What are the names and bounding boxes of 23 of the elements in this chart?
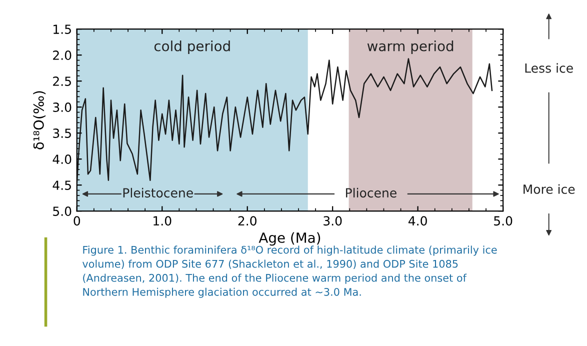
x-tick-label: 4.0 [408, 216, 427, 226]
y-tick-label: 2.5 [53, 76, 71, 86]
band-label: warm period [367, 40, 454, 54]
x-tick-label: 2.0 [238, 216, 256, 226]
y-tick-label: 2.0 [53, 50, 72, 60]
y-tick-label: 3.0 [53, 102, 72, 112]
y-tick-label: 4.0 [52, 154, 72, 164]
x-tick-label: 0 [74, 216, 80, 226]
y-tick-label: 1.5 [54, 24, 71, 34]
x-tick-label: 1.0 [154, 216, 172, 226]
x-tick-label: 5.0 [494, 216, 512, 226]
caption: Figure 1. Benthic foraminifera δ¹⁸O record of high-latitude climate (primarily ice volume) from ODP Site 677 (Shackleton et al., 1990) and ODP Site 1085 (Andreasen, 2001). The end of the Pliocene warm period and the onset of Northern Hemisphere glaciation occurred at ~3.0 Ma. [82, 246, 497, 298]
text: Less ice [525, 63, 573, 73]
y-tick-label: 5.0 [53, 206, 72, 216]
y-tick-label: 4.5 [52, 180, 71, 190]
annotation: Pleistocene [123, 188, 193, 198]
x-axis-title: Age (Ma) [258, 232, 320, 246]
y-tick-label: 3.5 [53, 128, 71, 138]
band-label: cold period [154, 40, 230, 54]
text: More ice [524, 184, 575, 194]
annotation: Pliocene [346, 188, 396, 198]
x-tick-label: 3.0 [324, 216, 342, 226]
y-axis-title: δ¹⁸O(‰) [33, 91, 46, 150]
